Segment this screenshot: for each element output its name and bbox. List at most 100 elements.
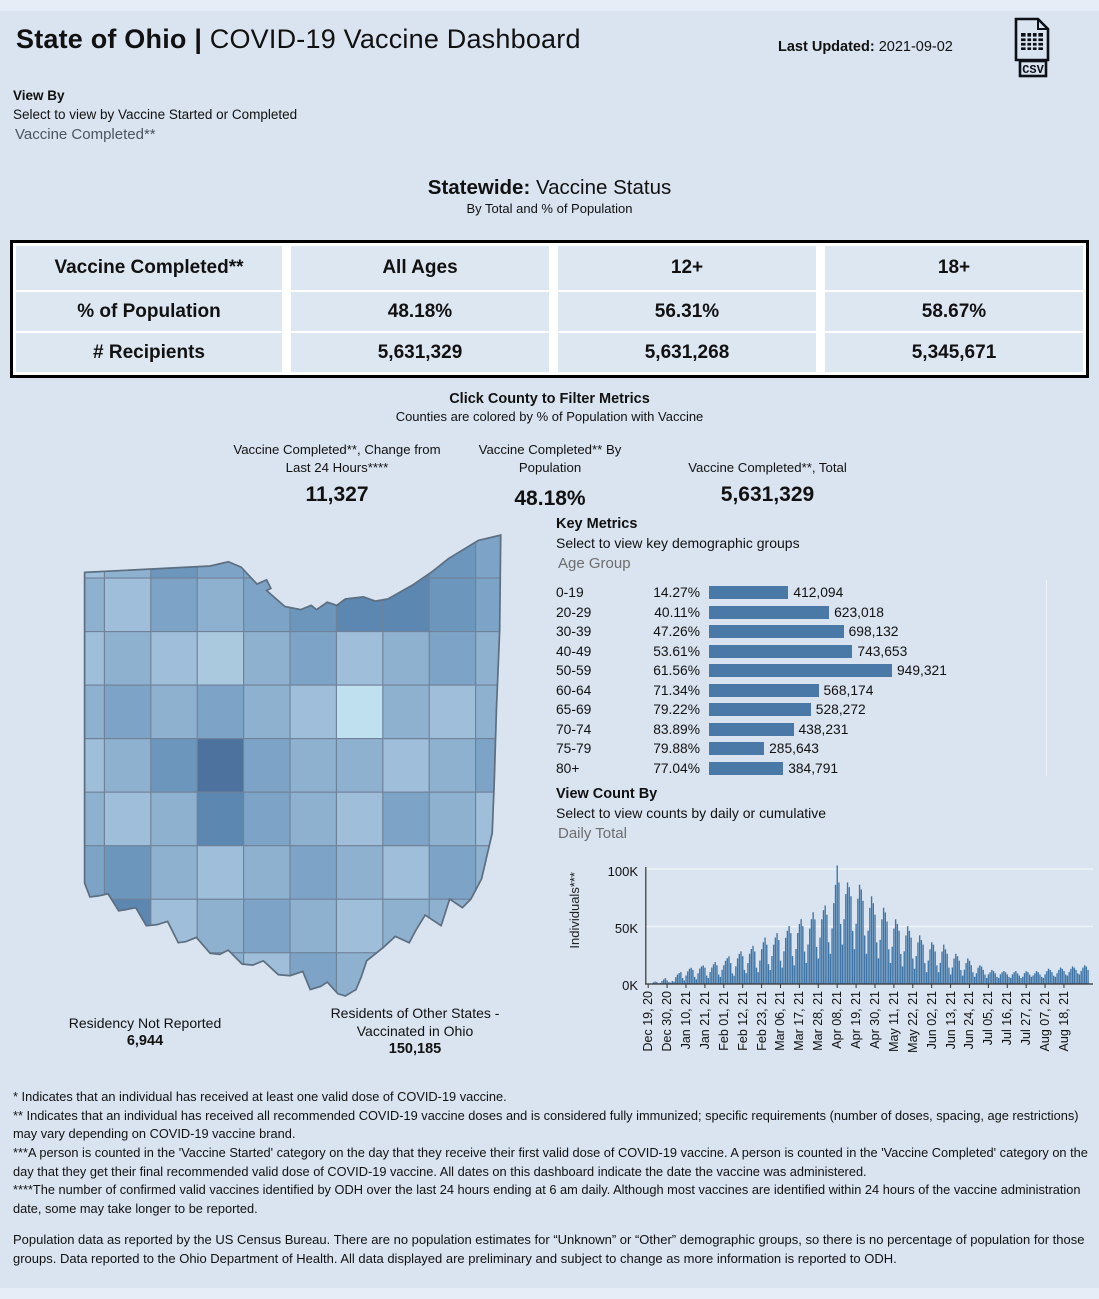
daily-bar[interactable]	[767, 964, 770, 984]
county-cell[interactable]	[382, 845, 431, 901]
county-cell[interactable]	[58, 524, 106, 580]
age-row[interactable]: 0-19 14.27% 412,094	[556, 583, 1096, 603]
daily-bar[interactable]	[860, 889, 862, 984]
daily-bar[interactable]	[1039, 974, 1041, 984]
daily-bar[interactable]	[1027, 972, 1029, 985]
daily-bar[interactable]	[654, 981, 656, 984]
county-cell[interactable]	[289, 630, 338, 687]
daily-bar[interactable]	[810, 919, 813, 984]
county-cell[interactable]	[428, 630, 477, 687]
view-by-dropdown[interactable]: Vaccine Completed**	[15, 126, 156, 143]
daily-bar[interactable]	[668, 982, 670, 984]
daily-bar[interactable]	[824, 905, 826, 984]
age-bar[interactable]	[709, 683, 819, 697]
county-cell[interactable]	[475, 898, 522, 954]
daily-bar[interactable]	[831, 928, 833, 984]
daily-bar[interactable]	[876, 942, 878, 984]
county-cell[interactable]	[475, 738, 522, 794]
daily-bar[interactable]	[886, 921, 888, 984]
daily-bar[interactable]	[791, 956, 794, 985]
daily-bar[interactable]	[864, 935, 866, 984]
daily-bar[interactable]	[869, 907, 871, 984]
age-row[interactable]: 65-69 79.22% 528,272	[556, 700, 1096, 720]
county-cell[interactable]	[196, 845, 245, 901]
daily-bar[interactable]	[900, 953, 902, 984]
daily-bar[interactable]	[747, 963, 749, 984]
daily-bar[interactable]	[774, 937, 777, 984]
daily-bar[interactable]	[884, 912, 887, 984]
daily-bar[interactable]	[817, 958, 820, 984]
daily-bar[interactable]	[918, 935, 921, 984]
daily-bar[interactable]	[809, 928, 811, 984]
daily-bar[interactable]	[1022, 976, 1024, 984]
daily-bar[interactable]	[673, 981, 675, 984]
daily-bar[interactable]	[972, 972, 974, 984]
daily-bar[interactable]	[726, 958, 728, 984]
daily-bar[interactable]	[707, 978, 710, 984]
daily-bar[interactable]	[1006, 974, 1008, 984]
age-bar[interactable]	[709, 605, 830, 619]
daily-bar[interactable]	[1059, 967, 1062, 985]
county-cell[interactable]	[382, 577, 431, 633]
county-cell[interactable]	[58, 684, 106, 740]
daily-bar[interactable]	[1010, 977, 1012, 984]
daily-bar[interactable]	[827, 942, 830, 984]
daily-bar[interactable]	[1030, 976, 1033, 984]
age-bar[interactable]	[709, 586, 789, 600]
daily-bar[interactable]	[1035, 971, 1038, 984]
daily-bar[interactable]	[681, 978, 684, 984]
daily-bar[interactable]	[846, 882, 849, 984]
county-cell[interactable]	[196, 738, 245, 794]
daily-bar[interactable]	[896, 923, 899, 984]
daily-bar[interactable]	[1068, 972, 1070, 984]
daily-bar[interactable]	[872, 903, 874, 984]
daily-bar[interactable]	[740, 951, 742, 984]
daily-bar[interactable]	[675, 977, 677, 984]
daily-bar[interactable]	[958, 960, 960, 984]
daily-bar[interactable]	[781, 967, 783, 984]
county-cell[interactable]	[289, 524, 338, 580]
county-cell[interactable]	[428, 524, 477, 580]
daily-bar[interactable]	[752, 945, 754, 984]
daily-bar[interactable]	[779, 960, 782, 984]
daily-bar[interactable]	[857, 898, 859, 984]
daily-bar[interactable]	[912, 958, 914, 984]
daily-bar[interactable]	[946, 953, 948, 984]
daily-bar[interactable]	[881, 919, 883, 984]
daily-bar[interactable]	[745, 973, 747, 984]
daily-bar[interactable]	[934, 951, 936, 984]
county-cell[interactable]	[150, 952, 199, 1007]
daily-bar[interactable]	[735, 966, 737, 984]
daily-bar[interactable]	[800, 919, 802, 984]
daily-bar[interactable]	[917, 942, 919, 984]
county-cell[interactable]	[289, 898, 338, 954]
daily-bar[interactable]	[845, 894, 847, 984]
daily-bar[interactable]	[687, 971, 689, 984]
daily-bar[interactable]	[1085, 966, 1088, 984]
county-cell[interactable]	[382, 738, 431, 794]
daily-bar[interactable]	[833, 903, 835, 984]
daily-bar[interactable]	[797, 933, 799, 984]
daily-bar[interactable]	[977, 967, 979, 984]
daily-bar[interactable]	[908, 930, 911, 984]
daily-bar[interactable]	[936, 965, 938, 984]
daily-bar[interactable]	[1058, 969, 1060, 984]
daily-bar[interactable]	[951, 967, 954, 984]
daily-bar[interactable]	[937, 972, 940, 985]
daily-bar[interactable]	[680, 972, 682, 984]
daily-bar[interactable]	[1008, 976, 1010, 984]
county-cell[interactable]	[196, 791, 245, 847]
county-cell[interactable]	[58, 630, 106, 687]
daily-bar[interactable]	[1015, 971, 1017, 984]
daily-bar[interactable]	[975, 973, 978, 984]
county-cell[interactable]	[150, 845, 199, 901]
daily-bar[interactable]	[1003, 971, 1005, 984]
csv-download-button[interactable]: CSV	[1012, 16, 1052, 78]
daily-bar[interactable]	[1028, 974, 1031, 984]
daily-bar[interactable]	[759, 960, 761, 984]
county-cell[interactable]	[289, 845, 338, 901]
daily-bar[interactable]	[769, 969, 771, 984]
daily-bar[interactable]	[1037, 972, 1039, 984]
daily-bar[interactable]	[984, 974, 986, 984]
daily-bar[interactable]	[721, 969, 723, 984]
